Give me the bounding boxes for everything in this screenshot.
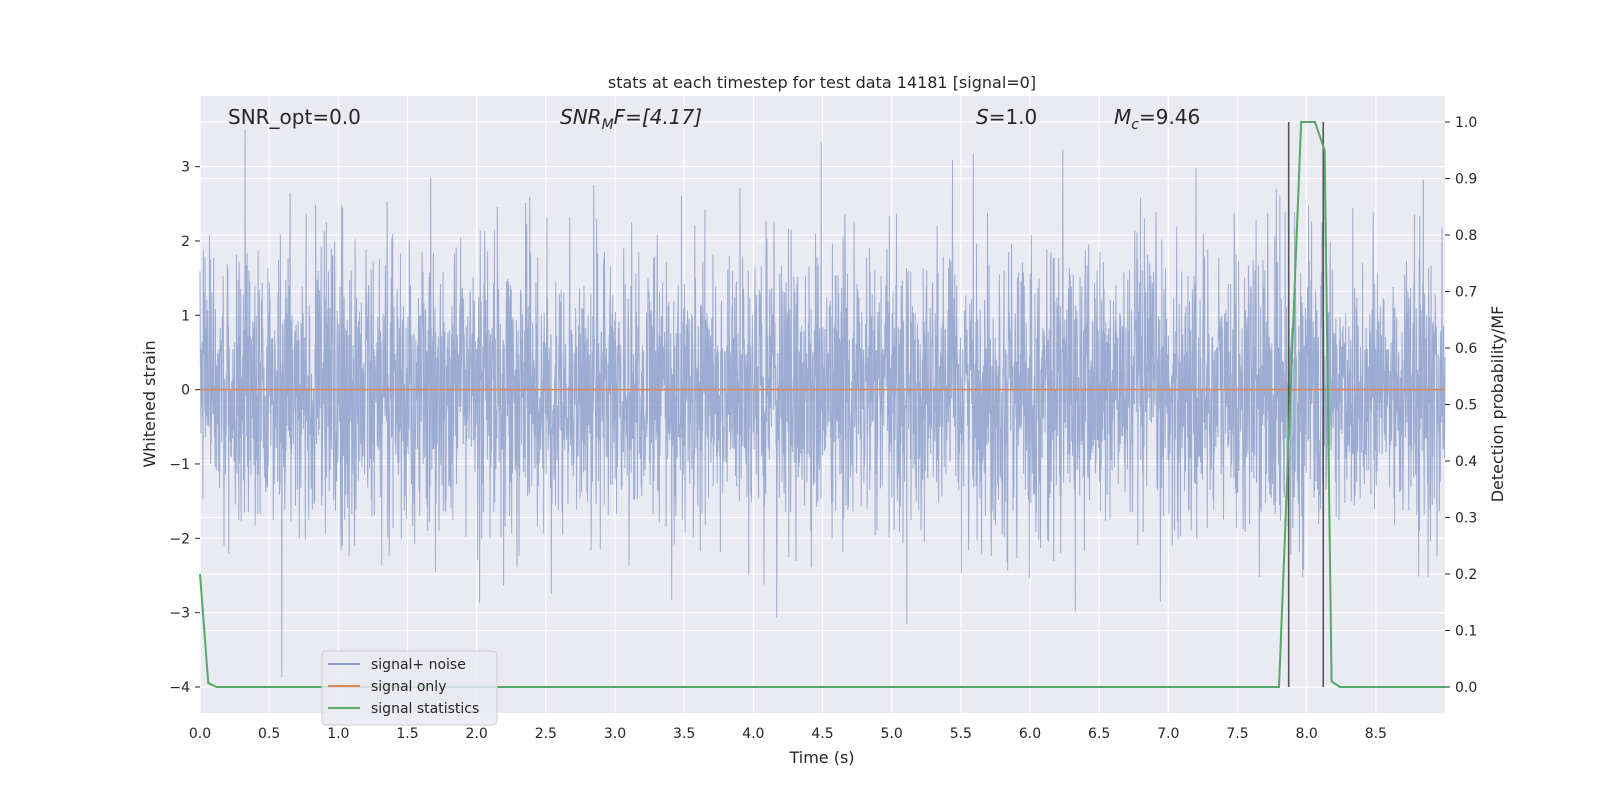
y2-tick-label: 0.2 xyxy=(1455,567,1477,583)
legend: signal+ noise signal only signal statist… xyxy=(321,650,498,726)
y2-tick-label: 0.0 xyxy=(1455,680,1477,696)
x-tick-label: 0.5 xyxy=(258,726,280,742)
y2-tick-label: 0.3 xyxy=(1455,511,1477,527)
chart-title: stats at each timestep for test data 141… xyxy=(608,73,1036,92)
legend-label-signal-only: signal only xyxy=(371,679,446,695)
y2-tick-label: 0.4 xyxy=(1455,454,1477,470)
signal-noise-series xyxy=(199,129,1446,678)
x-tick-label: 1.5 xyxy=(396,726,418,742)
x-tick-label: 4.5 xyxy=(811,726,833,742)
x-tick-label: 1.0 xyxy=(327,726,349,742)
y2-tick-label: 0.7 xyxy=(1455,284,1477,300)
x-tick-label: 8.0 xyxy=(1296,726,1318,742)
legend-box xyxy=(321,650,498,726)
y2-tick-label: 0.8 xyxy=(1455,228,1477,244)
y2-tick-label: 0.6 xyxy=(1455,341,1477,357)
x-tick-label: 5.5 xyxy=(950,726,972,742)
y-tick-label: 1 xyxy=(181,308,190,324)
x-tick-label: 6.5 xyxy=(1088,726,1110,742)
x-tick-label: 8.5 xyxy=(1365,726,1387,742)
x-tick-label: 5.0 xyxy=(881,726,903,742)
y2-axis-label: Detection probability/MF xyxy=(1488,306,1507,503)
x-axis-label: Time (s) xyxy=(788,748,854,767)
annotation-mc: Mc=9.46 xyxy=(1114,105,1200,133)
tick-layer: 0.0 0.5 1.0 1.5 2.0 2.5 3.0 3.5 4.0 4.5 5.0 5.5 6.0 6… xyxy=(169,115,1477,742)
line-layer xyxy=(199,120,1445,689)
y-tick-label: 2 xyxy=(181,234,190,250)
x-tick-label: 7.5 xyxy=(1226,726,1248,742)
y-tick-label: 0 xyxy=(181,383,190,399)
x-tick-label: 3.5 xyxy=(673,726,695,742)
annotation-snr-mf: SNRMF=[4.17] xyxy=(560,105,702,133)
annotation-s: S=1.0 xyxy=(976,105,1037,129)
signal-statistics-line xyxy=(199,120,1445,689)
y-tick-label: −4 xyxy=(169,680,190,696)
y2-tick-label: 1.0 xyxy=(1455,115,1477,131)
y-axis-label: Whitened strain xyxy=(140,340,159,467)
y-tick-label: −2 xyxy=(169,531,190,547)
x-tick-label: 2.0 xyxy=(466,726,488,742)
x-tick-label: 7.0 xyxy=(1157,726,1179,742)
y-tick-label: 3 xyxy=(181,160,190,176)
x-tick-label: 2.5 xyxy=(535,726,557,742)
legend-label-signal-statistics: signal statistics xyxy=(371,701,479,717)
x-tick-label: 0.0 xyxy=(189,726,211,742)
y2-tick-label: 0.9 xyxy=(1455,171,1477,187)
x-tick-label: 3.0 xyxy=(604,726,626,742)
y-tick-label: −1 xyxy=(169,457,190,473)
signal-noise-line xyxy=(199,129,1446,678)
y-tick-label: −3 xyxy=(169,606,190,622)
annotation-snr-opt: SNR_opt=0.0 xyxy=(228,105,361,129)
x-tick-label: 4.0 xyxy=(742,726,764,742)
y2-tick-label: 0.1 xyxy=(1455,624,1477,640)
legend-label-signal-noise: signal+ noise xyxy=(371,657,466,673)
y2-tick-label: 0.5 xyxy=(1455,398,1477,414)
x-tick-label: 6.0 xyxy=(1019,726,1041,742)
